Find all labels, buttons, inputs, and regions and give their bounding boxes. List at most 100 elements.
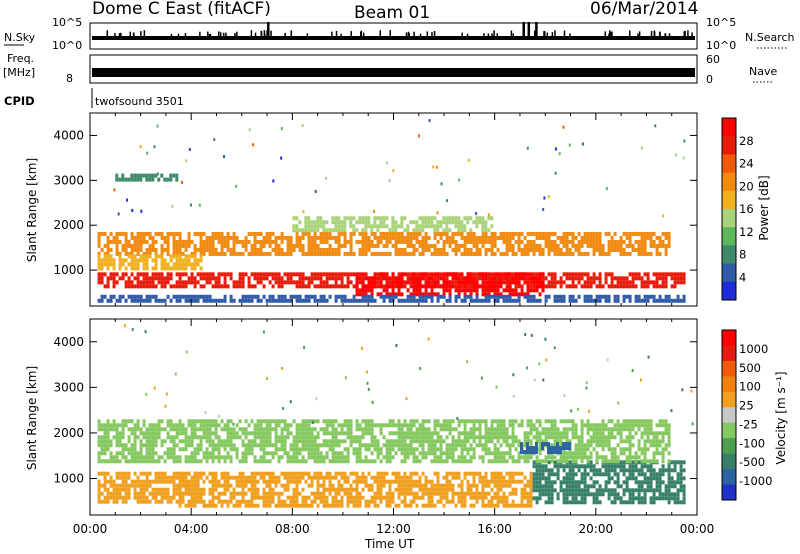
power-cell — [361, 216, 365, 221]
power-cell — [619, 284, 623, 289]
power-cell — [616, 294, 620, 299]
power-cell — [544, 243, 548, 248]
velocity-cell — [439, 447, 443, 452]
velocity-cell — [208, 491, 212, 496]
velocity-cell — [442, 427, 446, 432]
velocity-cell — [283, 447, 287, 452]
power-cell — [433, 228, 437, 233]
power-cell — [169, 258, 173, 263]
velocity-cell — [550, 468, 554, 473]
velocity-cell — [184, 431, 188, 436]
velocity-cell — [466, 447, 470, 452]
velocity-cell — [562, 500, 566, 505]
velocity-cell — [328, 491, 332, 496]
velocity-cell — [388, 495, 392, 500]
velocity-cell — [463, 423, 467, 428]
power-cell — [526, 146, 529, 150]
velocity-cell — [334, 443, 338, 448]
power-cell — [97, 243, 101, 248]
velocity-cell — [190, 435, 194, 440]
power-cell — [370, 292, 374, 297]
velocity-cell — [544, 492, 548, 497]
velocity-cell — [397, 419, 401, 424]
power-cell — [499, 292, 503, 297]
velocity-cell — [199, 419, 203, 424]
velocity-cell — [451, 487, 455, 492]
power-cell — [247, 231, 251, 236]
velocity-cell — [589, 476, 593, 481]
velocity-cell — [292, 439, 296, 444]
power-cell — [478, 235, 482, 240]
power-cell — [487, 228, 491, 233]
velocity-cell — [643, 492, 647, 497]
power-cell — [379, 276, 383, 281]
power-cell — [562, 239, 566, 244]
velocity-cell — [355, 435, 359, 440]
velocity-cell — [160, 475, 164, 480]
velocity-cell — [460, 491, 464, 496]
velocity-cell — [676, 492, 680, 497]
power-cell — [562, 231, 566, 236]
power-cell — [244, 294, 248, 299]
power-cell — [610, 276, 614, 281]
power-cell — [634, 247, 638, 252]
velocity-cell — [100, 435, 104, 440]
velocity-cell — [523, 491, 527, 496]
power-cell — [484, 228, 488, 233]
power-cell — [547, 247, 551, 252]
velocity-cell — [376, 447, 380, 452]
power-cell — [568, 247, 572, 252]
power-cell — [202, 294, 206, 299]
power-cell — [529, 272, 533, 277]
velocity-cell — [472, 491, 476, 496]
power-cell — [406, 272, 410, 277]
velocity-cell — [202, 451, 206, 456]
power-cell — [205, 280, 209, 285]
power-cell — [625, 294, 629, 299]
velocity-cell — [334, 475, 338, 480]
power-cell — [592, 280, 596, 285]
power-cell — [565, 284, 569, 289]
velocity-cell — [619, 484, 623, 489]
power-cell — [475, 235, 479, 240]
power-cell — [181, 284, 185, 289]
velocity-cell — [277, 439, 281, 444]
nsky-mark — [638, 31, 641, 38]
velocity-cell — [490, 459, 494, 464]
velocity-cell — [364, 455, 368, 460]
velocity-cell — [145, 427, 149, 432]
power-cell — [190, 239, 194, 244]
velocity-cell — [604, 484, 608, 489]
velocity-cell — [286, 451, 290, 456]
velocity-cell — [97, 483, 101, 488]
velocity-cell — [340, 423, 344, 428]
velocity-cell — [115, 483, 119, 488]
velocity-cell — [517, 439, 521, 444]
power-cell — [475, 298, 479, 303]
power-cell — [535, 272, 539, 277]
power-cell — [607, 251, 611, 256]
power-cell — [211, 272, 215, 277]
velocity-cell — [265, 451, 269, 456]
velocity-cell — [142, 459, 146, 464]
velocity-cell — [373, 459, 377, 464]
power-cell — [598, 294, 602, 299]
power-cell — [154, 298, 158, 303]
power-cell — [202, 272, 206, 277]
power-cell — [580, 276, 584, 281]
velocity-cell — [181, 479, 185, 484]
power-cell — [454, 272, 458, 277]
power-cell — [148, 173, 152, 178]
power-cell — [217, 235, 221, 240]
power-cell — [319, 239, 323, 244]
power-cell — [646, 280, 650, 285]
velocity-cell — [148, 439, 152, 444]
velocity-cell — [220, 491, 224, 496]
power-cell — [370, 294, 374, 299]
power-cell — [328, 284, 332, 289]
power-cell — [337, 294, 341, 299]
power-cell — [364, 251, 368, 256]
velocity-cell — [574, 496, 578, 501]
velocity-cell — [184, 471, 188, 476]
power-cell — [370, 276, 374, 281]
